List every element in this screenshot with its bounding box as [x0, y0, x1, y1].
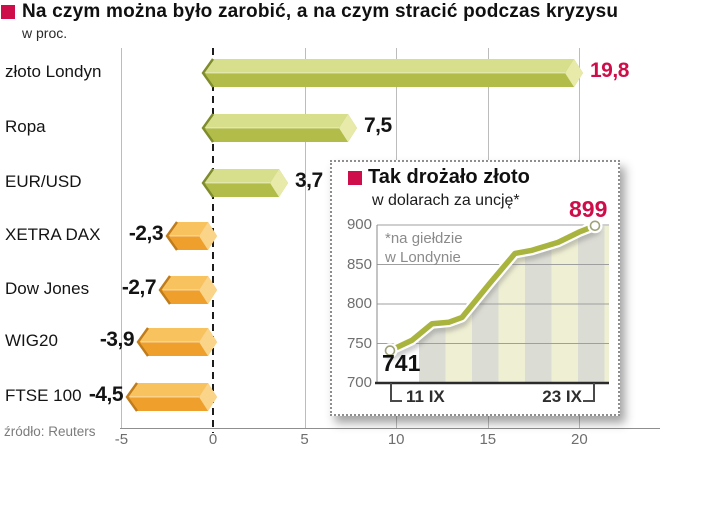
gridline [304, 48, 306, 428]
inset-y-tick-label: 800 [346, 295, 372, 312]
footnote-line-1: *na giełdzie [385, 230, 463, 247]
x-axis-bracket-end [583, 383, 595, 402]
bar-left-edge [201, 58, 214, 88]
start-value-label: 741 [382, 350, 421, 376]
bar-row-label: Dow Jones [5, 279, 90, 298]
x-tick-label: 20 [571, 431, 588, 448]
footnote: *na giełdzie w Londynie [385, 229, 463, 267]
x-range-start-label: 11 IX [406, 387, 445, 406]
bar-row-label: Ropa [5, 117, 46, 136]
inset-y-tick-label: 700 [346, 374, 372, 391]
bar-row-label: XETRA DAX [5, 225, 101, 244]
inset-y-tick-label: 850 [346, 255, 372, 273]
bar-value-label: -2,7 [121, 276, 157, 299]
bar-positive [201, 168, 288, 198]
gold-line-plot [375, 218, 609, 385]
inset-gold-chart-panel: Tak drożało złoto w dolarach za uncję* 8… [330, 160, 620, 416]
inset-title-bullet-square [348, 171, 362, 185]
bar-negative [136, 327, 217, 357]
x-tick-label: 0 [208, 431, 218, 448]
bar-value-label: 7,5 [364, 114, 392, 137]
bar-left-edge [158, 275, 171, 305]
gridline [121, 48, 123, 428]
footnote-line-2: w Londynie [385, 249, 461, 266]
bar-left-edge [201, 113, 214, 143]
bar-positive [201, 113, 357, 143]
bar-value-label: 3,7 [295, 169, 323, 192]
x-tick-label: 15 [479, 431, 497, 448]
bar-left-edge [201, 168, 214, 198]
bar-value-label: -3,9 [99, 328, 135, 351]
start-point-marker [384, 345, 396, 356]
gold-price-line [387, 223, 598, 354]
page-title: Na czym można było zarobić, a na czym st… [22, 1, 619, 22]
x-tick-label: 10 [387, 431, 405, 448]
bar-value-label: -2,3 [128, 222, 164, 245]
x-axis-bracket-start [390, 383, 402, 402]
bar-row-label: FTSE 100 [5, 386, 82, 405]
end-value-label: 899 [569, 196, 608, 222]
bar-left-edge [125, 382, 138, 412]
inset-title: Tak drożało złoto [368, 166, 530, 188]
inset-y-tick-label: 900 [346, 216, 372, 233]
inset-subtitle: w dolarach za uncję* [372, 192, 520, 209]
x-tick-label: -5 [114, 431, 129, 448]
bar-row-label: WIG20 [5, 331, 58, 350]
title-bullet-square [1, 5, 15, 19]
unit-label: w proc. [22, 25, 68, 41]
bar-left-edge [165, 221, 178, 251]
bar-negative [165, 221, 217, 251]
x-tick-label: 5 [300, 431, 309, 448]
x-range-end-label: 23 IX [542, 387, 582, 406]
bar-positive [201, 58, 583, 88]
source-credit: źródło: Reuters [4, 424, 96, 439]
inset-y-tick-label: 750 [346, 334, 372, 352]
bar-value-label: -4,5 [88, 383, 124, 406]
bar-negative [158, 275, 217, 305]
bar-left-edge [136, 327, 149, 357]
end-point-marker [589, 220, 601, 232]
x-axis-baseline [120, 428, 660, 429]
bar-row-label: EUR/USD [5, 172, 82, 191]
bar-row-label: złoto Londyn [5, 62, 102, 81]
bar-value-label: 19,8 [590, 59, 629, 82]
bar-negative [125, 382, 217, 412]
